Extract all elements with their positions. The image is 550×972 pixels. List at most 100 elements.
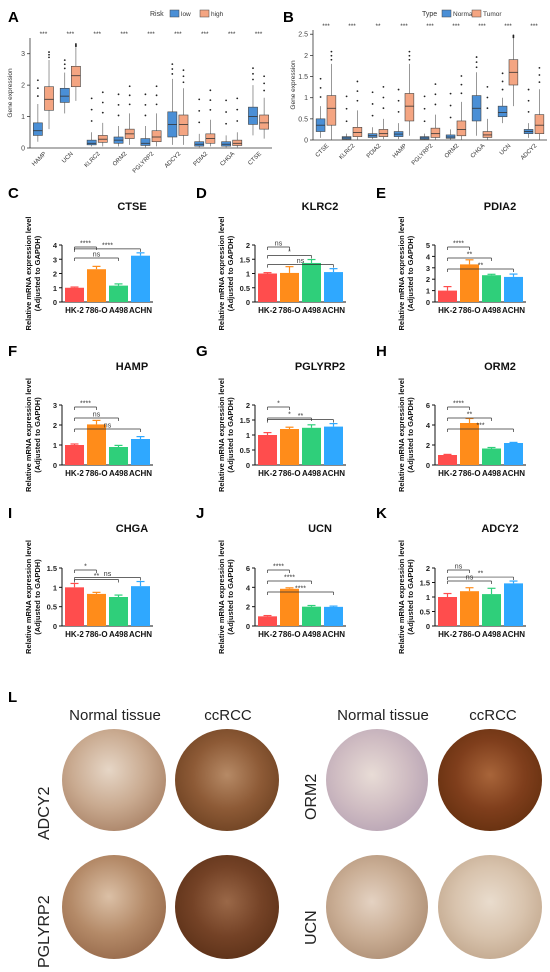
outlier-point — [319, 86, 322, 89]
y-tick-label: 1 — [53, 284, 57, 293]
barchart-panel-d: KLRC2 0 0.5 1 1.5 2 Relative mRNA expression l… — [217, 201, 346, 330]
panel-letter-a: A — [8, 9, 19, 26]
x-tick-label: HK-2 — [65, 469, 84, 478]
outlier-point — [209, 99, 212, 102]
outlier-point — [397, 88, 400, 91]
tissue-image-adcy2-normal — [62, 729, 166, 831]
outlier-point — [252, 67, 254, 70]
y-tick-label: 1.5 — [240, 416, 250, 425]
outlier-point — [182, 75, 185, 78]
significance-label: **** — [453, 401, 464, 408]
outlier-point — [475, 56, 478, 58]
gene-label-adcy2: ADCY2 — [36, 786, 53, 840]
significance-label: **** — [80, 241, 91, 248]
outlier-point — [117, 103, 120, 106]
chart-title: PGLYRP2 — [295, 361, 345, 373]
x-tick-label: HAMP — [31, 151, 48, 168]
significance-label: *** — [40, 31, 48, 38]
outlier-point — [63, 59, 66, 62]
outlier-point — [90, 120, 93, 122]
outlier-point — [63, 67, 66, 70]
legend-title: Risk — [150, 11, 164, 18]
outlier-point — [434, 103, 437, 106]
outlier-point — [330, 58, 333, 61]
y-tick-label: 0 — [304, 138, 308, 145]
y-axis-title-line1: Relative mRNA expression level — [397, 378, 406, 492]
y-tick-label: 0.5 — [298, 116, 308, 123]
y-tick-label: 3 — [53, 255, 57, 264]
y-tick-label: 0 — [426, 298, 430, 307]
outlier-point — [538, 81, 541, 84]
bar-hk-2 — [65, 587, 84, 626]
y-axis-title-line1: Relative mRNA expression level — [217, 217, 226, 331]
outlier-point — [330, 50, 333, 53]
y-axis-title: Gene expression — [290, 60, 297, 110]
outlier-point — [225, 99, 227, 102]
outlier-point — [36, 95, 39, 97]
y-tick-label: 2 — [246, 401, 250, 410]
x-tick-label: CHGA — [470, 143, 487, 160]
y-tick-label: 1.5 — [47, 564, 57, 573]
y-tick-label: 2 — [21, 83, 25, 90]
y-axis-title: Gene expression — [7, 68, 14, 118]
x-tick-label: ACHN — [129, 469, 152, 478]
y-tick-label: 0 — [246, 298, 250, 307]
legend-swatch-tumor — [471, 9, 482, 18]
barchart-panel-h: ORM2 0 2 4 6 Relative mRNA expression level (A… — [397, 361, 526, 492]
y-tick-label: 3 — [426, 264, 430, 273]
bar-a498 — [482, 594, 501, 626]
outlier-point — [423, 95, 426, 98]
legend-label-normal: Normal — [453, 11, 475, 18]
outlier-point — [252, 78, 254, 81]
outlier-point — [182, 81, 185, 84]
outlier-point — [75, 43, 77, 45]
outlier-point — [486, 96, 489, 99]
bar-achn — [324, 426, 343, 465]
panel-letter-f: F — [8, 343, 17, 360]
significance-label: *** — [452, 23, 460, 30]
outlier-point — [512, 34, 515, 37]
box-high-chga — [232, 139, 243, 146]
x-tick-label: ADCY2 — [520, 143, 539, 162]
box-tumor-chga — [482, 131, 493, 138]
bar-hk-2 — [438, 290, 457, 302]
outlier-point — [101, 91, 104, 94]
x-tick-label: PGLYRP2 — [411, 143, 435, 167]
outlier-point — [356, 90, 359, 92]
y-tick-label: 0.5 — [47, 603, 57, 612]
significance-label: *** — [530, 23, 538, 30]
outlier-point — [423, 120, 426, 123]
x-tick-label: A498 — [482, 630, 502, 639]
y-tick-label: 2 — [426, 275, 430, 284]
outlier-point — [345, 120, 348, 123]
panel-letter-l: L — [8, 689, 17, 706]
bar-a498 — [109, 285, 128, 302]
significance-label: ns — [455, 564, 463, 571]
outlier-point — [408, 54, 411, 57]
x-tick-label: 786-O — [458, 630, 480, 639]
bar-a498 — [302, 606, 321, 626]
outlier-point — [171, 63, 174, 66]
significance-label: ns — [104, 423, 112, 430]
x-tick-label: ACHN — [322, 306, 345, 315]
y-axis-title-line2: (Adjusted to GAPDH) — [406, 397, 415, 473]
y-tick-label: 2 — [246, 603, 250, 612]
bar-786-o — [280, 429, 299, 465]
x-tick-label: CTSE — [247, 151, 263, 167]
y-tick-label: 0 — [53, 298, 57, 307]
y-tick-label: 1 — [304, 95, 308, 102]
y-tick-label: 4 — [426, 252, 431, 261]
x-tick-label: 786-O — [278, 469, 300, 478]
x-tick-label: 786-O — [278, 306, 300, 315]
x-tick-label: KLRC2 — [84, 151, 102, 169]
panel-letter-j: J — [196, 505, 204, 522]
x-tick-label: CTSE — [315, 143, 331, 159]
outlier-point — [449, 116, 452, 119]
x-tick-label: KLRC2 — [338, 143, 356, 161]
box-high-adcy2 — [178, 114, 189, 136]
barchart-panel-g: PGLYRP2 0 0.5 1 1.5 2 Relative mRNA expression… — [217, 361, 346, 492]
x-tick-label: HK-2 — [65, 630, 84, 639]
x-tick-label: PDIA2 — [366, 143, 383, 160]
outlier-point — [36, 79, 39, 82]
